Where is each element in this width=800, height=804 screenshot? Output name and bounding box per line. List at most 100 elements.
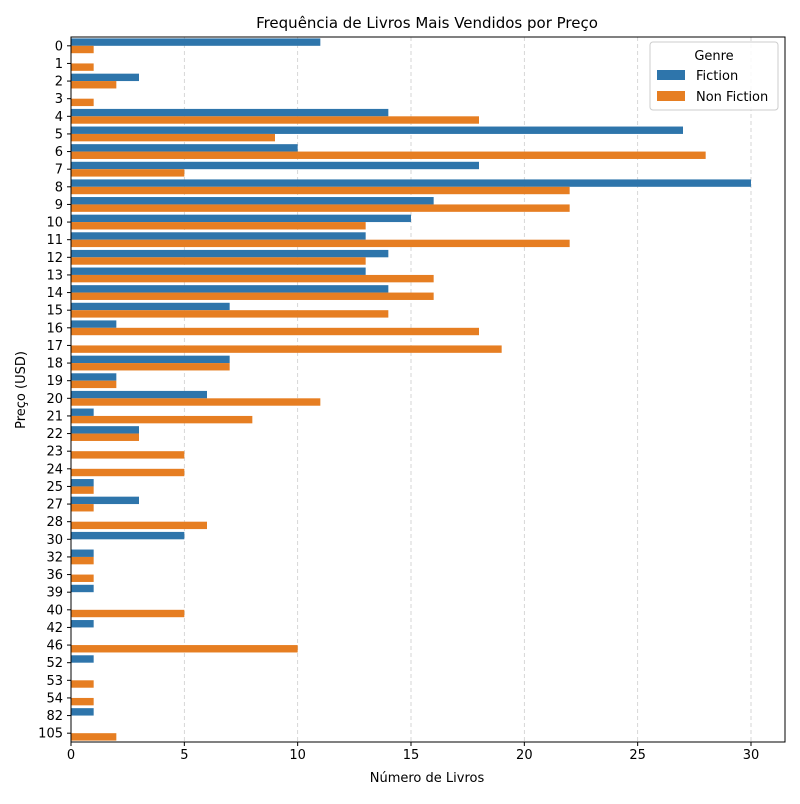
y-tick-label: 30 bbox=[46, 533, 63, 548]
bar-fiction bbox=[71, 655, 94, 663]
bar-fiction bbox=[71, 161, 479, 170]
y-tick-label: 1 bbox=[55, 57, 63, 72]
x-tick-label: 10 bbox=[289, 748, 306, 763]
y-tick-label: 3 bbox=[55, 92, 63, 107]
bar-fiction bbox=[71, 708, 94, 716]
bar-nonfiction bbox=[71, 556, 94, 565]
bar-nonfiction bbox=[71, 680, 94, 688]
y-tick-label: 24 bbox=[46, 462, 63, 477]
axes: 0 5 10 15 20 25 300123456789101112131415161718… bbox=[38, 36, 786, 763]
bar-nonfiction bbox=[71, 327, 479, 336]
x-axis-label: Número de Livros bbox=[370, 771, 485, 786]
y-tick-label: 19 bbox=[46, 374, 63, 389]
bar-nonfiction bbox=[71, 345, 502, 353]
legend-label-nonfiction: Non Fiction bbox=[696, 90, 768, 105]
bar-fiction bbox=[71, 197, 434, 205]
bar-fiction bbox=[71, 249, 389, 258]
bar-nonfiction bbox=[71, 133, 275, 142]
bar-nonfiction bbox=[71, 222, 366, 230]
legend-label-fiction: Fiction bbox=[696, 69, 738, 84]
bar-fiction bbox=[71, 355, 230, 364]
bar-fiction bbox=[71, 620, 94, 628]
y-tick-label: 9 bbox=[55, 198, 63, 213]
bar-nonfiction bbox=[71, 609, 185, 618]
bar-nonfiction bbox=[71, 98, 94, 107]
bar-fiction bbox=[71, 479, 94, 487]
bar-nonfiction bbox=[71, 239, 570, 248]
bar-nonfiction bbox=[71, 486, 94, 494]
x-tick-label: 20 bbox=[516, 748, 533, 763]
bar-nonfiction bbox=[71, 645, 298, 653]
bar-fiction bbox=[71, 73, 139, 82]
y-tick-label: 42 bbox=[46, 621, 63, 636]
y-tick-label: 23 bbox=[46, 445, 63, 460]
y-tick-label: 17 bbox=[46, 339, 63, 354]
y-tick-label: 20 bbox=[46, 392, 63, 407]
bar-fiction bbox=[71, 179, 751, 187]
y-tick-label: 15 bbox=[46, 304, 63, 319]
x-tick-label: 30 bbox=[743, 748, 760, 763]
bar-nonfiction bbox=[71, 733, 117, 741]
bar-nonfiction bbox=[71, 257, 366, 265]
bar-fiction bbox=[71, 267, 366, 275]
y-tick-label: 25 bbox=[46, 480, 63, 495]
bar-nonfiction bbox=[71, 274, 434, 283]
bar-nonfiction bbox=[71, 186, 570, 195]
bar-fiction bbox=[71, 214, 411, 223]
y-tick-label: 105 bbox=[38, 727, 63, 742]
bar-nonfiction bbox=[71, 151, 706, 159]
bar-fiction bbox=[71, 584, 94, 593]
bar-nonfiction bbox=[71, 81, 117, 89]
y-tick-label: 16 bbox=[46, 321, 63, 336]
bar-fiction bbox=[71, 373, 117, 381]
y-tick-label: 0 bbox=[55, 39, 63, 54]
bar-nonfiction bbox=[71, 468, 185, 477]
y-tick-label: 27 bbox=[46, 498, 63, 513]
y-tick-label: 11 bbox=[46, 233, 63, 248]
bar-nonfiction bbox=[71, 504, 94, 512]
y-tick-label: 12 bbox=[46, 251, 63, 266]
y-tick-label: 7 bbox=[55, 163, 63, 178]
x-tick-label: 25 bbox=[629, 748, 646, 763]
y-tick-label: 2 bbox=[55, 75, 63, 90]
y-tick-label: 18 bbox=[46, 357, 63, 372]
bar-fiction bbox=[71, 126, 683, 134]
y-tick-label: 10 bbox=[46, 216, 63, 231]
y-tick-label: 21 bbox=[46, 409, 63, 424]
y-tick-label: 36 bbox=[46, 568, 63, 583]
bar-nonfiction bbox=[71, 415, 253, 424]
bar-nonfiction bbox=[71, 398, 321, 406]
bar-nonfiction bbox=[71, 521, 207, 530]
bar-nonfiction bbox=[71, 433, 139, 441]
grid-lines bbox=[70, 37, 752, 742]
bar-nonfiction bbox=[71, 363, 230, 371]
legend-swatch-fiction bbox=[657, 70, 685, 80]
bar-nonfiction bbox=[71, 451, 185, 459]
bar-nonfiction bbox=[71, 697, 94, 706]
x-tick-label: 0 bbox=[67, 748, 75, 763]
legend-title: Genre bbox=[694, 49, 733, 64]
bar-nonfiction bbox=[71, 380, 117, 389]
bar-fiction bbox=[71, 426, 139, 434]
bar-fiction bbox=[71, 38, 321, 46]
bar-fiction bbox=[71, 320, 117, 328]
x-tick-label: 5 bbox=[180, 748, 188, 763]
y-tick-label: 40 bbox=[46, 603, 63, 618]
bar-fiction bbox=[71, 390, 207, 399]
y-tick-label: 52 bbox=[46, 656, 63, 671]
y-tick-label: 39 bbox=[46, 586, 63, 601]
y-tick-label: 5 bbox=[55, 127, 63, 142]
bar-fiction bbox=[71, 144, 298, 152]
bar-nonfiction bbox=[71, 169, 185, 177]
bar-fiction bbox=[71, 496, 139, 505]
bar-fiction bbox=[71, 531, 185, 540]
plot-frame bbox=[70, 36, 786, 743]
y-tick-label: 82 bbox=[46, 709, 63, 724]
bar-nonfiction bbox=[71, 116, 479, 124]
bars bbox=[71, 38, 751, 741]
bar-fiction bbox=[71, 302, 230, 311]
chart-title: Frequência de Livros Mais Vendidos por P… bbox=[256, 14, 598, 32]
legend-swatch-nonfiction bbox=[657, 91, 685, 101]
